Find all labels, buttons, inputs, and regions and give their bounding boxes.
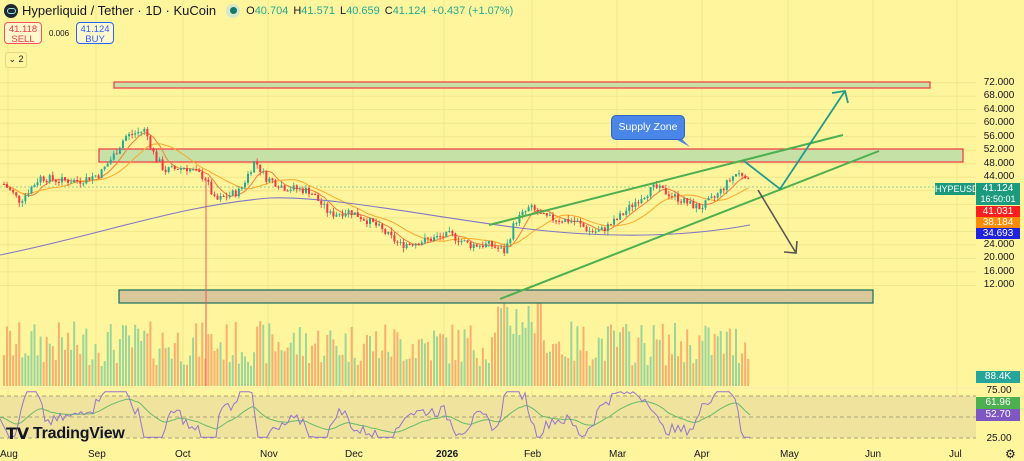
price-tick: 24.000 — [983, 238, 1015, 250]
rsi-tick-75: 75.00 — [986, 385, 1012, 396]
chevron-down-icon: ⌄ — [8, 54, 16, 64]
rsi-value-tag: 61.96 — [976, 397, 1020, 409]
symbol-tag: HYPEUSDT — [935, 183, 985, 195]
time-label: Feb — [524, 449, 542, 460]
ohlc-open: O40.704 — [246, 4, 289, 17]
price-tick: 48.000 — [983, 157, 1015, 169]
time-label: Jul — [949, 449, 962, 460]
time-label: Jun — [865, 449, 882, 460]
time-label: Sep — [88, 449, 106, 460]
price-tick: 12.000 — [983, 279, 1015, 291]
settings-gear-icon[interactable]: ⚙ — [1005, 447, 1016, 461]
time-label: Dec — [345, 449, 363, 460]
ohlc-low: L40.659 — [339, 4, 380, 17]
rsi-ma-tag: 52.70 — [976, 409, 1020, 421]
price-tick: 72.000 — [983, 76, 1015, 88]
price-tick: 20.000 — [983, 252, 1015, 264]
price-tick: 68.000 — [983, 90, 1015, 102]
indicators-collapse-button[interactable]: ⌄ 2 — [5, 52, 27, 68]
time-label: May — [780, 449, 799, 460]
price-tick: 64.000 — [983, 103, 1015, 115]
ohlc-close: C41.124 — [384, 4, 427, 17]
last-price-tag: 41.124 16:50:01 — [976, 183, 1020, 205]
market-status-icon[interactable] — [226, 3, 241, 18]
price-tick: 52.000 — [983, 144, 1015, 156]
time-label: Apr — [694, 449, 710, 460]
ma-mid-tag: 38.184 — [976, 217, 1020, 228]
volume-tag: 88.4K — [976, 371, 1020, 383]
buy-button[interactable]: 41.124 BUY — [76, 22, 115, 45]
trade-buttons: 41.118 SELL 0.006 41.124 BUY — [4, 22, 115, 45]
hyperliquid-logo-icon — [4, 3, 18, 18]
price-tick: 16.000 — [983, 265, 1015, 277]
symbol-legend: Hyperliquid / Tether · 1D · KuCoin O40.7… — [4, 3, 518, 18]
price-tick: 56.000 — [983, 130, 1015, 142]
time-label: Nov — [260, 449, 278, 460]
time-label: Oct — [175, 449, 191, 460]
ma-fast-tag: 41.031 — [976, 206, 1020, 217]
supply-zone-callout[interactable]: Supply Zone — [611, 115, 685, 140]
time-label: Mar — [609, 449, 627, 460]
time-label: 2026 — [436, 449, 459, 460]
symbol-title[interactable]: Hyperliquid / Tether · 1D · KuCoin — [22, 3, 217, 18]
price-tick: 60.000 — [983, 117, 1015, 129]
sell-button[interactable]: 41.118 SELL — [4, 22, 42, 45]
ohlc-high: H41.571 — [293, 4, 335, 17]
ohlc-change: +0.437 (+1.07%) — [431, 4, 514, 17]
ma-slow-tag: 34.693 — [976, 228, 1020, 239]
time-label: Aug — [0, 449, 18, 460]
tradingview-mark-icon: 𝗧𝗩 — [6, 426, 29, 443]
price-tick: 44.000 — [983, 171, 1015, 183]
spread-value: 0.006 — [49, 28, 70, 38]
rsi-tick-25: 25.00 — [986, 433, 1012, 444]
tradingview-logo: 𝗧𝗩 TradingView — [6, 425, 125, 443]
